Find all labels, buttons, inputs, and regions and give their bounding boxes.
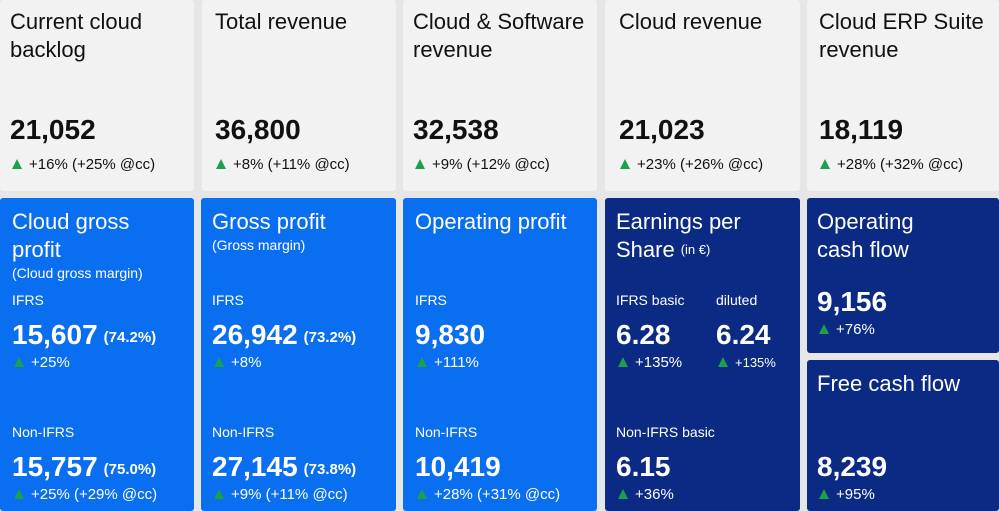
nonifrs-value: 10,419	[415, 451, 501, 482]
ifrs-change: +111%	[417, 354, 479, 372]
nonifrs-basic-change: +36%	[618, 486, 674, 504]
nonifrs-label: Non-IFRS	[12, 424, 75, 440]
up-arrow-icon	[819, 324, 829, 334]
nonifrs-change: +25% (+29% @cc)	[14, 486, 157, 504]
nonifrs-basic-value: 6.15	[616, 451, 671, 482]
kpi-value: 32,538	[413, 114, 499, 145]
kpi-value: 9,156	[817, 286, 888, 317]
nonifrs-label: Non-IFRS	[415, 424, 478, 440]
tile-subtitle: (Cloud gross margin)	[12, 265, 143, 281]
diluted-label: diluted	[716, 292, 758, 308]
ifrs-value: 9,830	[415, 319, 486, 350]
up-arrow-icon	[620, 159, 630, 169]
tile-title: Current cloud backlog	[10, 9, 143, 62]
nonifrs-value: 27,145 (73.8%)	[212, 451, 357, 482]
tile-title: Cloud revenue	[619, 9, 763, 34]
tile-title: Operating profit	[415, 209, 567, 234]
tile-title: Cloud gross profit	[12, 209, 130, 262]
tile-free-cash-flow: Free cash flow 8,239 +95%	[807, 360, 999, 511]
tile-total-revenue: Total revenue 36,800 +8% (+11% @cc)	[202, 0, 396, 191]
kpi-value: 8,239	[817, 451, 888, 482]
tile-title: Gross profit	[212, 209, 326, 234]
up-arrow-icon	[718, 357, 728, 367]
kpi-change: +16% (+25% @cc)	[12, 156, 155, 174]
tile-gross-profit: Gross profit (Gross margin) IFRS 26,942(…	[201, 198, 396, 511]
nonifrs-change: +28% (+31% @cc)	[417, 486, 560, 504]
kpi-value: 36,800	[215, 114, 301, 145]
ifrs-margin: (73.2%)	[303, 329, 357, 346]
diluted-change: +135%	[718, 354, 776, 372]
tile-earnings-per-share: Earnings per Share (in €) IFRS basic 6.28…	[605, 198, 800, 511]
ifrs-change: +25%	[14, 354, 70, 372]
kpi-change: +28% (+32% @cc)	[820, 156, 963, 174]
up-arrow-icon	[819, 489, 829, 499]
up-arrow-icon	[214, 489, 224, 499]
unit-label: (in €)	[680, 242, 711, 257]
ifrs-label: IFRS	[212, 292, 244, 308]
tile-cloud-software-revenue: Cloud & Software revenue 32,538 +9% (+12…	[403, 0, 597, 191]
ifrs-margin: (74.2%)	[103, 329, 157, 346]
kpi-change: +23% (+26% @cc)	[620, 156, 763, 174]
tile-subtitle: (Gross margin)	[212, 237, 306, 253]
up-arrow-icon	[618, 357, 628, 367]
nonifrs-label: Non-IFRS	[212, 424, 275, 440]
up-arrow-icon	[12, 159, 22, 169]
up-arrow-icon	[417, 357, 427, 367]
kpi-change: +76%	[819, 321, 875, 339]
tile-cloud-gross-profit: Cloud gross profit (Cloud gross margin) …	[0, 198, 194, 511]
tile-cloud-erp-suite-revenue: Cloud ERP Suite revenue 18,119 +28% (+32…	[807, 0, 999, 191]
nonifrs-margin: (75.0%)	[103, 461, 157, 478]
up-arrow-icon	[820, 159, 830, 169]
tile-title: Free cash flow	[817, 371, 961, 396]
up-arrow-icon	[216, 159, 226, 169]
tile-current-cloud-backlog: Current cloud backlog 21,052 +16% (+25% …	[0, 0, 194, 191]
up-arrow-icon	[417, 489, 427, 499]
kpi-change: +9% (+12% @cc)	[415, 156, 550, 174]
tile-title-line1: Earnings per	[616, 209, 741, 234]
tile-title: Operating cash flow	[817, 209, 914, 262]
ifrs-value: 26,942 (73.2%)	[212, 319, 357, 350]
tile-cloud-revenue: Cloud revenue 21,023 +23% (+26% @cc)	[605, 0, 800, 191]
tile-title: Cloud ERP Suite revenue	[819, 9, 984, 62]
tile-operating-profit: Operating profit IFRS 9,830 +111% Non-IF…	[403, 198, 597, 511]
ifrs-change: +8%	[214, 354, 261, 372]
tile-title: Total revenue	[215, 9, 348, 34]
ifrs-label: IFRS	[415, 292, 447, 308]
up-arrow-icon	[214, 357, 224, 367]
kpi-value: 18,119	[819, 114, 904, 145]
kpi-value: 21,052	[10, 114, 96, 145]
up-arrow-icon	[618, 489, 628, 499]
kpi-change: +95%	[819, 486, 875, 504]
tile-operating-cash-flow: Operating cash flow 9,156 +76%	[807, 198, 999, 353]
nonifrs-basic-label: Non-IFRS basic	[616, 424, 715, 440]
diluted-value: 6.24	[716, 319, 771, 350]
ifrs-value: 15,607 (74.2%)	[12, 319, 157, 350]
ifrs-label: IFRS	[12, 292, 44, 308]
ifrs-basic-value: 6.28	[616, 319, 671, 350]
kpi-change: +8% (+11% @cc)	[216, 156, 350, 174]
ifrs-basic-change: +135%	[618, 354, 682, 372]
nonifrs-value: 15,757 (75.0%)	[12, 451, 157, 482]
up-arrow-icon	[415, 159, 425, 169]
tile-title: Cloud & Software revenue	[413, 9, 585, 62]
nonifrs-margin: (73.8%)	[303, 461, 357, 478]
kpi-value: 21,023	[619, 114, 705, 145]
nonifrs-change: +9% (+11% @cc)	[214, 486, 348, 504]
up-arrow-icon	[14, 357, 24, 367]
up-arrow-icon	[14, 489, 24, 499]
tile-title-line2: Share (in €)	[616, 237, 711, 262]
ifrs-basic-label: IFRS basic	[616, 292, 685, 308]
